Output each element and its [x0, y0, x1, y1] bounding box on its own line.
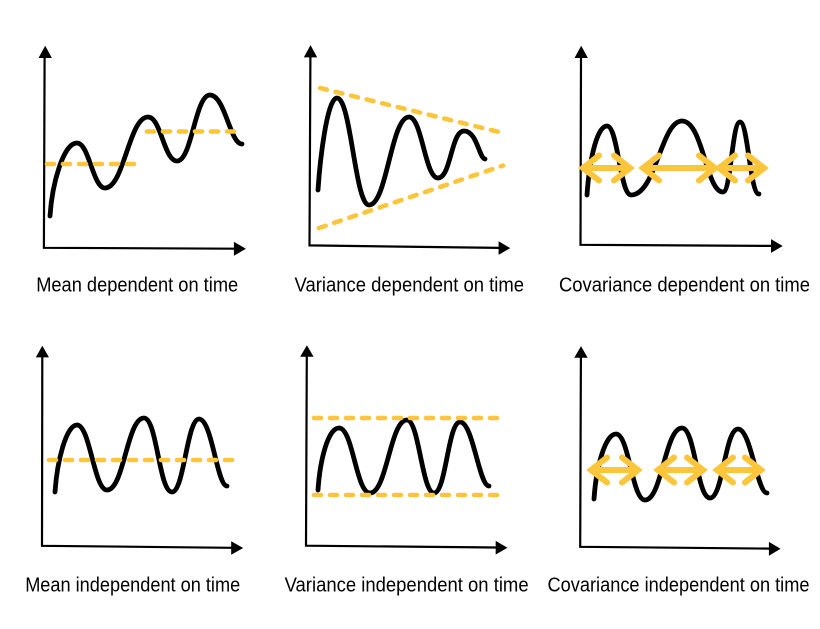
svg-text:Variance dependent on time: Variance dependent on time: [295, 275, 525, 297]
svg-text:Variance independent on time: Variance independent on time: [285, 575, 529, 597]
svg-text:Covariance dependent on time: Covariance dependent on time: [559, 275, 810, 297]
svg-text:Mean dependent on time: Mean dependent on time: [36, 275, 238, 297]
svg-text:Mean independent on time: Mean independent on time: [25, 575, 240, 597]
svg-text:Covariance independent on time: Covariance independent on time: [548, 575, 810, 597]
